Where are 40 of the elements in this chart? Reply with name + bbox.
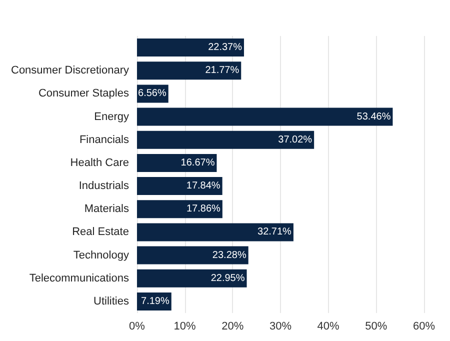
bar xyxy=(136,154,217,172)
y-tick-label: Financials xyxy=(79,134,130,146)
data-label: 23.28% xyxy=(212,250,246,261)
data-label: 32.71% xyxy=(258,226,292,238)
bar xyxy=(136,108,393,126)
data-label: 17.86% xyxy=(186,204,221,215)
y-tick-label: Real Estate xyxy=(72,226,129,238)
bar xyxy=(136,200,222,218)
x-tick-label: 60% xyxy=(412,320,436,332)
data-label: 37.02% xyxy=(278,134,312,146)
bar xyxy=(136,223,294,242)
x-tick-label: 10% xyxy=(174,320,196,332)
bar xyxy=(136,130,314,149)
y-tick-label: Materials xyxy=(84,203,130,216)
x-tick-label: 20% xyxy=(222,320,244,332)
data-label: 22.95% xyxy=(210,272,245,284)
bar xyxy=(136,246,248,264)
data-label: 7.19% xyxy=(141,296,170,307)
data-label: 17.84% xyxy=(186,180,220,192)
bar xyxy=(136,177,222,196)
bar xyxy=(136,38,244,57)
x-tick-label: 40% xyxy=(317,320,340,332)
data-label: 22.37% xyxy=(208,42,242,54)
y-tick-label: Consumer Discretionary xyxy=(10,64,130,77)
data-label: 6.56% xyxy=(138,88,166,100)
bar xyxy=(136,269,247,288)
data-label: 53.46% xyxy=(356,111,391,122)
y-tick-label: Health Care xyxy=(70,156,129,169)
y-tick-label: Industrials xyxy=(78,180,130,192)
y-tick-label: Energy xyxy=(94,110,130,123)
data-label: 21.77% xyxy=(205,65,240,76)
bar xyxy=(136,62,242,80)
data-label: 16.67% xyxy=(180,157,215,168)
y-tick-label: Utilities xyxy=(94,295,130,308)
x-tick-label: 50% xyxy=(365,320,388,332)
x-tick-label: 0% xyxy=(129,320,146,332)
y-tick-label: Consumer Staples xyxy=(38,88,130,100)
y-tick-label: Technology xyxy=(73,249,130,262)
y-tick-label: Telecommunications xyxy=(29,272,130,284)
x-tick-label: 30% xyxy=(269,320,292,332)
